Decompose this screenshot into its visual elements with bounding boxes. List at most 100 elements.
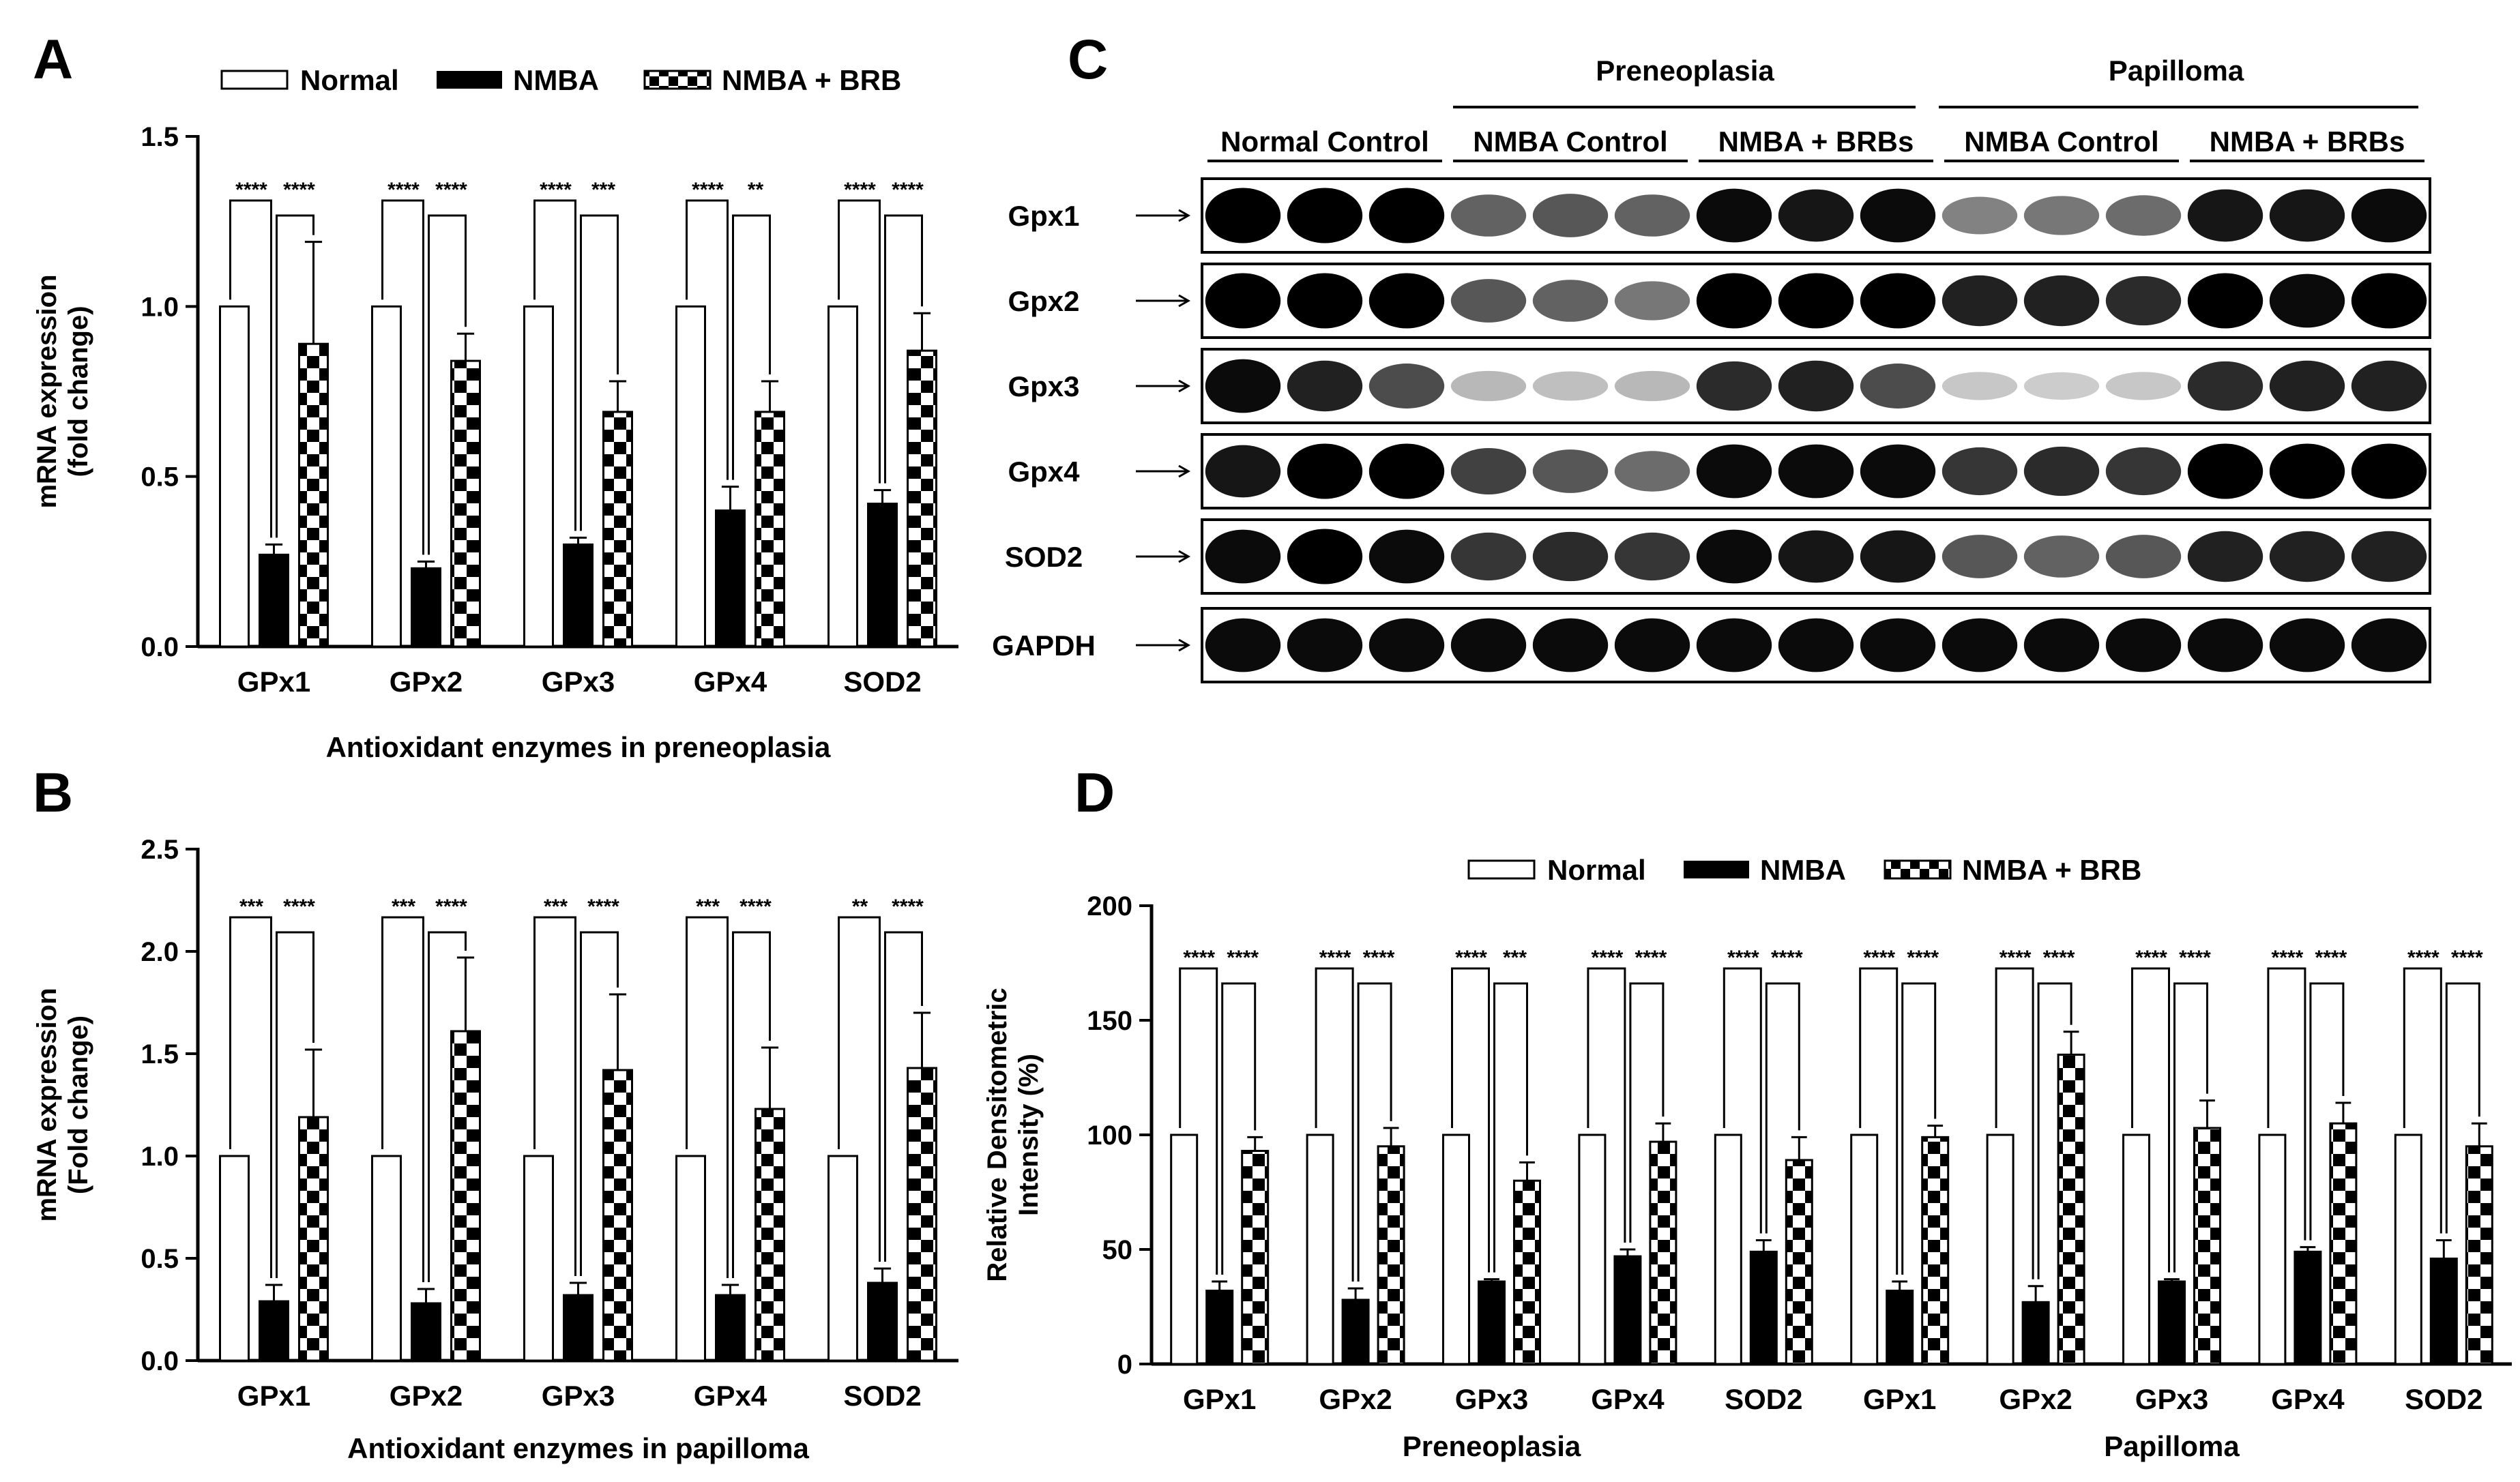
- chart-d-sig-label: ****: [1319, 947, 1351, 969]
- chart-a-y-axis-label: (fold change): [63, 306, 93, 477]
- chart-d-bar-normal: [2122, 1133, 2150, 1365]
- chart-b-sig-bracket: [580, 931, 619, 1276]
- chart-d-sig-label: ***: [1503, 947, 1527, 969]
- chart-d-bar-brb: [1921, 1136, 1950, 1365]
- blot-arrow-icon: [1136, 379, 1191, 393]
- blot-band: [2351, 443, 2427, 499]
- chart-b-sig-label: ****: [892, 895, 924, 918]
- blot-band: [1532, 194, 1609, 237]
- chart-d-sig-label: ****: [1863, 947, 1895, 969]
- chart-d-bar-nmba: [1613, 1255, 1642, 1365]
- blot-band: [2187, 273, 2263, 329]
- blot-band: [1614, 194, 1690, 237]
- blot-band: [1532, 280, 1609, 322]
- chart-b-sig-label: ****: [435, 895, 467, 918]
- chart-a: 0.0 0.5 1.0 1.5 mRNA expression (fold change)…: [32, 122, 958, 763]
- blot-subgroup-label: NMBA + BRBs: [1718, 125, 1914, 158]
- chart-a-category-label: GPx4: [694, 666, 767, 698]
- chart-d-sig-bracket: [1629, 982, 1665, 1243]
- blot-band: [1205, 273, 1281, 329]
- blot-band: [2023, 446, 2100, 497]
- blot-band: [1942, 618, 2018, 672]
- blot-band: [1942, 275, 2018, 327]
- chart-a-bar-nmba: [867, 503, 898, 648]
- chart-b-bar-brb: [754, 1108, 785, 1362]
- chart-b-bar-normal: [219, 1155, 250, 1362]
- chart-d-bar-nmba: [1205, 1289, 1234, 1365]
- blot-arrow-icon: [1136, 464, 1191, 478]
- chart-d-bar-brb: [2465, 1145, 2493, 1365]
- blot-band: [1205, 359, 1281, 413]
- chart-b-sig-label: ****: [739, 895, 772, 918]
- chart-a-bar-nmba: [259, 553, 289, 648]
- chart-a-sig-label: **: [748, 179, 764, 201]
- blot-band: [1532, 618, 1609, 672]
- chart-d-sig-label: ****: [2135, 947, 2167, 969]
- chart-a-sig-bracket: [229, 199, 272, 538]
- blot-row-label: Gpx4: [1008, 456, 1080, 488]
- blot-band: [1778, 444, 1854, 499]
- chart-d-bar-normal: [1170, 1133, 1199, 1365]
- chart-b: 0.0 0.5 1.0 1.5 2.0 2.5 mRNA expression (Fold c…: [32, 835, 958, 1464]
- blot-band: [2187, 618, 2263, 672]
- chart-a-bar-normal: [523, 305, 554, 648]
- blot-subgroup-label: NMBA Control: [1473, 125, 1667, 158]
- chart-a-sig-label: ****: [235, 179, 267, 201]
- chart-b-sig-label: ***: [239, 895, 263, 918]
- chart-a-sig-bracket: [838, 199, 881, 484]
- blot-band: [1860, 188, 1936, 243]
- chart-a-sig-bracket: [533, 199, 576, 531]
- chart-b-sig-label: ****: [587, 895, 619, 918]
- chart-d-sig-bracket: [1451, 967, 1490, 1273]
- blot-band: [2351, 360, 2427, 412]
- chart-d-sig-label: ****: [1183, 947, 1215, 969]
- chart-d-sig-bracket: [2309, 982, 2345, 1241]
- blot-band: [1368, 273, 1445, 329]
- chart-b-sig-label: ***: [392, 895, 415, 918]
- chart-d-bar-nmba: [2158, 1280, 2186, 1365]
- blot-arrow-icon: [1136, 638, 1191, 652]
- chart-a-bar-nmba: [715, 509, 746, 648]
- blot-band: [2351, 531, 2427, 582]
- blot-band: [2351, 188, 2427, 243]
- blot-band: [1287, 618, 1363, 672]
- chart-d-category-label: GPx2: [1999, 1383, 2072, 1415]
- blot-band: [2105, 276, 2182, 326]
- chart-a-ytick-label: 0.0: [141, 632, 179, 662]
- chart-d-sig-label: ****: [2315, 947, 2347, 969]
- chart-d-bar-brb: [2057, 1053, 2085, 1365]
- blot-row-label: SOD2: [1005, 541, 1083, 573]
- blot-band: [2105, 372, 2182, 400]
- blot-band: [2105, 535, 2182, 578]
- chart-b-bar-nmba: [867, 1281, 898, 1362]
- chart-a-sig-label: ****: [844, 179, 876, 201]
- blot-band: [1942, 372, 2018, 400]
- blot-band: [1287, 529, 1363, 584]
- chart-b-sig-bracket: [533, 916, 576, 1276]
- chart-b-bar-normal: [675, 1155, 706, 1362]
- chart-d: 0 50 100 150 200 Relative Densitometric Intens…: [982, 891, 2512, 1462]
- blot-arrow-icon: [1136, 209, 1191, 222]
- chart-b-ytick-label: 1.5: [141, 1039, 179, 1069]
- chart-a-bar-brb: [450, 359, 481, 648]
- chart-a-ytick-label: 1.0: [141, 292, 179, 322]
- chart-d-bar-brb: [1785, 1159, 1813, 1365]
- blot-band: [1287, 273, 1363, 329]
- chart-b-y-axis-label: mRNA expression: [32, 988, 62, 1221]
- chart-d-sig-label: ****: [1727, 947, 1759, 969]
- chart-a-category-label: GPx3: [542, 666, 615, 698]
- blot-band: [1450, 370, 1527, 402]
- chart-d-category-label: GPx4: [1591, 1383, 1665, 1415]
- chart-b-category-label: GPx4: [694, 1380, 767, 1412]
- blot-band: [2269, 360, 2345, 412]
- chart-b-ytick-label: 2.5: [141, 835, 179, 865]
- chart-d-category-label: GPx2: [1319, 1383, 1392, 1415]
- legend-a-nmba-swatch: [437, 71, 502, 89]
- chart-a-bar-brb: [602, 411, 633, 648]
- chart-d-bar-nmba: [2021, 1301, 2050, 1365]
- chart-b-sig-label: ***: [544, 895, 568, 918]
- blot-band: [2023, 372, 2100, 400]
- blot-band: [1532, 531, 1609, 582]
- chart-a-category-label: SOD2: [843, 666, 921, 698]
- blot-band: [1860, 364, 1936, 409]
